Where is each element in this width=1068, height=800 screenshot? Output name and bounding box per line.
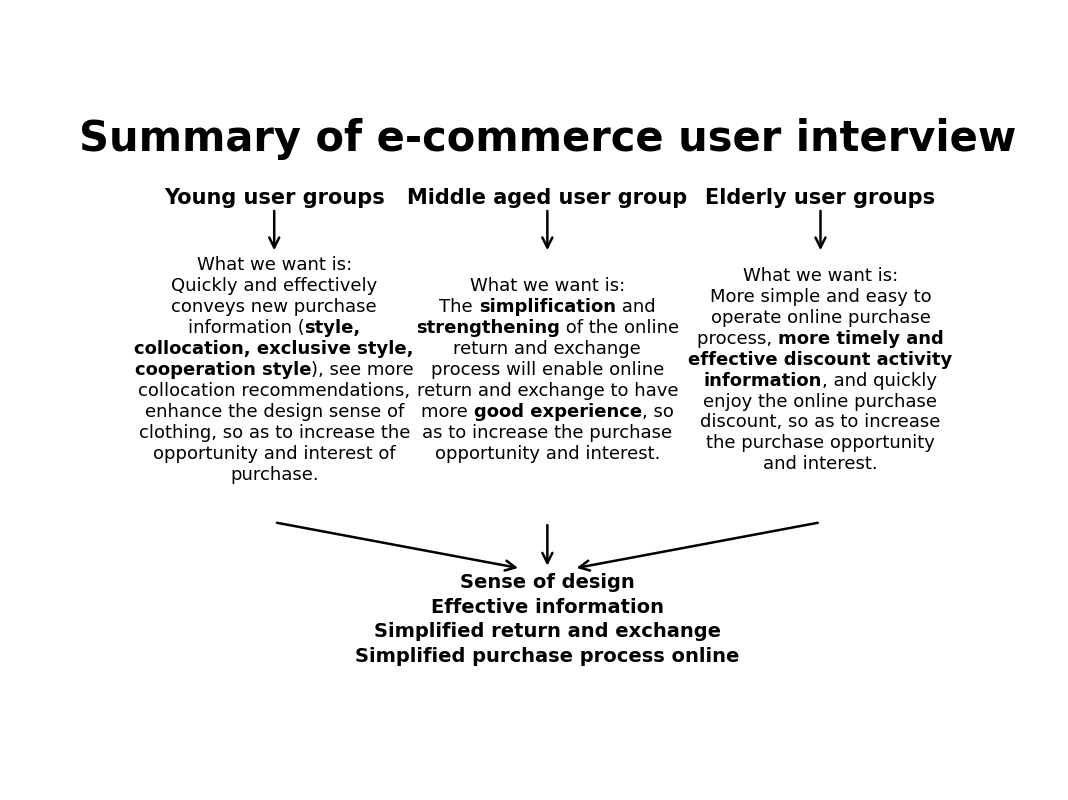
Text: More simple and easy to: More simple and easy to (709, 288, 931, 306)
Text: Elderly user groups: Elderly user groups (706, 188, 936, 208)
Text: , so: , so (642, 403, 674, 421)
Text: Middle aged user group: Middle aged user group (407, 188, 688, 208)
Text: Effective information: Effective information (430, 598, 664, 617)
Text: What we want is:: What we want is: (197, 256, 351, 274)
Text: Summary of e-commerce user interview: Summary of e-commerce user interview (79, 118, 1016, 159)
Text: and interest.: and interest. (764, 455, 878, 474)
Text: enhance the design sense of: enhance the design sense of (144, 403, 404, 421)
Text: ), see more: ), see more (311, 361, 413, 379)
Text: collocation, exclusive style,: collocation, exclusive style, (135, 340, 414, 358)
Text: Young user groups: Young user groups (163, 188, 384, 208)
Text: Quickly and effectively: Quickly and effectively (171, 278, 377, 295)
Text: good experience: good experience (473, 403, 642, 421)
Text: and: and (616, 298, 656, 316)
Text: more timely and: more timely and (779, 330, 944, 348)
Text: simplification: simplification (478, 298, 616, 316)
Text: effective discount activity: effective discount activity (689, 350, 953, 369)
Text: style,: style, (304, 319, 361, 338)
Text: opportunity and interest.: opportunity and interest. (435, 445, 660, 463)
Text: The: The (439, 298, 478, 316)
Text: enjoy the online purchase: enjoy the online purchase (704, 393, 938, 410)
Text: of the online: of the online (560, 319, 679, 338)
Text: the purchase opportunity: the purchase opportunity (706, 434, 934, 453)
Text: Sense of design: Sense of design (460, 573, 634, 592)
Text: as to increase the purchase: as to increase the purchase (422, 424, 673, 442)
Text: return and exchange: return and exchange (454, 340, 641, 358)
Text: collocation recommendations,: collocation recommendations, (138, 382, 410, 400)
Text: strengthening: strengthening (415, 319, 560, 338)
Text: opportunity and interest of: opportunity and interest of (153, 445, 395, 463)
Text: information (: information ( (188, 319, 304, 338)
Text: What we want is:: What we want is: (470, 278, 625, 295)
Text: conveys new purchase: conveys new purchase (171, 298, 377, 316)
Text: process will enable online: process will enable online (430, 361, 664, 379)
Text: , and quickly: , and quickly (822, 371, 938, 390)
Text: discount, so as to increase: discount, so as to increase (701, 414, 941, 431)
Text: process,: process, (697, 330, 779, 348)
Text: Simplified return and exchange: Simplified return and exchange (374, 622, 721, 642)
Text: information: information (704, 371, 822, 390)
Text: What we want is:: What we want is: (743, 267, 898, 285)
Text: return and exchange to have: return and exchange to have (417, 382, 678, 400)
Text: clothing, so as to increase the: clothing, so as to increase the (139, 424, 410, 442)
Text: cooperation style: cooperation style (135, 361, 311, 379)
Text: operate online purchase: operate online purchase (710, 309, 930, 326)
Text: Simplified purchase process online: Simplified purchase process online (356, 647, 739, 666)
Text: more: more (421, 403, 473, 421)
Text: purchase.: purchase. (230, 466, 318, 484)
